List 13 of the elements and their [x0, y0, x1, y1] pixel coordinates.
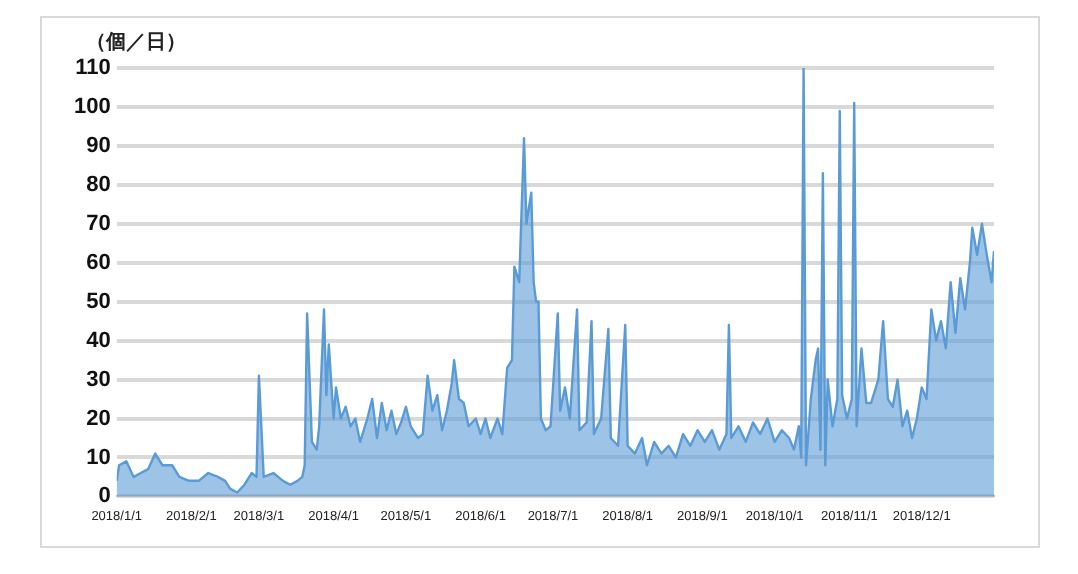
y-tick-label: 110 [75, 56, 111, 81]
y-tick-label: 80 [86, 172, 111, 197]
y-tick-label: 60 [86, 250, 111, 275]
y-tick-label: 50 [86, 289, 111, 314]
y-tick-label: 30 [86, 367, 111, 392]
y-tick-label: 10 [86, 445, 111, 470]
y-tick-label: 20 [86, 406, 111, 431]
y-tick-label: 90 [86, 133, 111, 158]
y-tick-label: 70 [86, 211, 111, 236]
y-tick-label: 0 [98, 484, 111, 509]
y-tick-label: 100 [73, 95, 111, 120]
y-tick-label: 40 [86, 328, 111, 353]
y-axis-title: （個／日） [86, 30, 186, 56]
